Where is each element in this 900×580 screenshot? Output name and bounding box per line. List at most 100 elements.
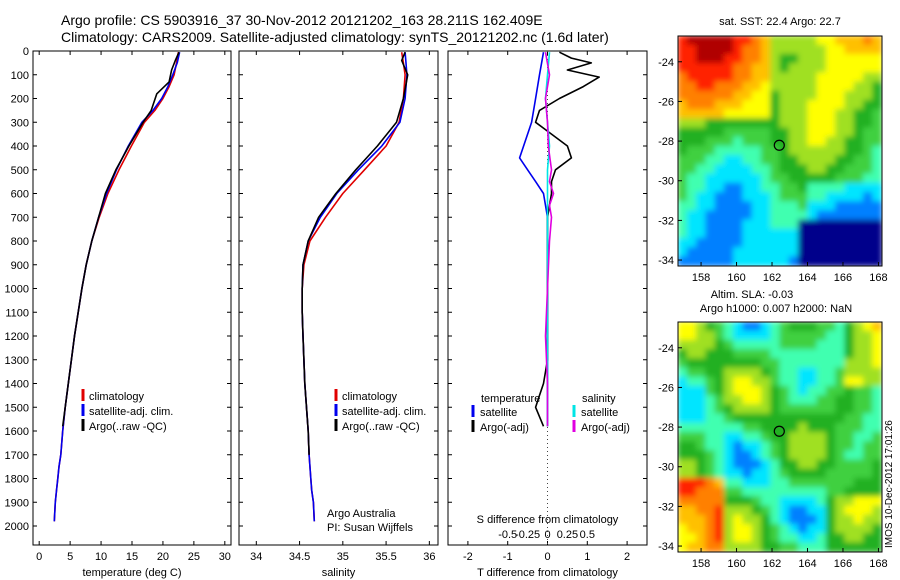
x-tick-label: 166 [834, 558, 852, 570]
legend-label: satellite-adj. clim. [89, 406, 173, 418]
y-tick-label: 400 [11, 141, 29, 153]
y-tick-label: 1200 [5, 331, 29, 343]
sst-map-frame [677, 35, 883, 267]
x-tick-label: 25 [188, 551, 200, 563]
sst-map-panel: 158 160 162 164 166 168 -24 -26 -28 -30 -32 -34 sat.… [658, 16, 888, 284]
x-tick-label: 166 [834, 272, 852, 284]
x-tick-label: 162 [763, 558, 781, 570]
legend-title-salinity: salinity [582, 393, 616, 405]
legend-title-temperature: temperature [481, 393, 540, 405]
imos-timestamp: IMOS 10-Dec-2012 17:01:26 [884, 420, 895, 548]
top-tick-label: -0.5 [498, 529, 517, 541]
top-tick-label: 0.25 [557, 529, 578, 541]
legend-label: climatology [342, 391, 398, 403]
y-tick-label: -28 [658, 136, 674, 148]
x-tick-label: 162 [763, 272, 781, 284]
figure-title-line2: Climatology: CARS2009. Satellite-adjuste… [61, 29, 609, 45]
x-tick-label: -2 [463, 551, 473, 563]
x-tick-label: 2 [624, 551, 630, 563]
top-tick-label: -0.25 [515, 529, 540, 541]
sla-map-subtitle: Argo h1000: 0.007 h2000: NaN [700, 303, 852, 315]
difference-panel: -2 -1 0 1 2 T difference from climatology S di… [447, 50, 648, 579]
y-tick-label: 900 [11, 260, 29, 272]
y-tick-label: 2000 [5, 521, 29, 533]
y-tick-label: 1300 [5, 355, 29, 367]
y-tick-label: -26 [658, 382, 674, 394]
difference-xlabel: T difference from climatology [477, 567, 618, 579]
y-tick-label: -32 [658, 215, 674, 227]
sst-map-title: sat. SST: 22.4 Argo: 22.7 [719, 16, 841, 28]
salinity-panel: 34 34.5 35 35.5 36 salinity climatology satelli… [238, 50, 439, 579]
argo-position-marker [773, 139, 785, 151]
y-tick-label: 1600 [5, 426, 29, 438]
salinity-frame [238, 50, 439, 546]
sla-map-title: Altim. SLA: -0.03 [711, 289, 794, 301]
x-tick-label: 20 [157, 551, 169, 563]
temperature-panel: 0100200300400500600700800900100011001200… [5, 46, 232, 579]
y-tick-label: -24 [658, 343, 674, 355]
y-tick-label: -34 [658, 255, 674, 267]
x-tick-label: 5 [67, 551, 73, 563]
x-tick-label: 10 [95, 551, 107, 563]
legend-label: satellite [581, 407, 618, 419]
temperature-xlabel: temperature (deg C) [82, 567, 181, 579]
y-tick-label: -30 [658, 462, 674, 474]
x-tick-label: -1 [503, 551, 513, 563]
y-tick-label: -30 [658, 176, 674, 188]
argo-position-marker [773, 425, 785, 437]
y-tick-label: 1000 [5, 284, 29, 296]
y-tick-label: 300 [11, 117, 29, 129]
salinity-xlabel: salinity [322, 567, 356, 579]
sla-map-field [678, 322, 882, 552]
difference-xlabel-top: S difference from climatology [477, 514, 619, 526]
x-tick-label: 36 [423, 551, 435, 563]
salinity-series-argo-raw-qc- [301, 51, 409, 455]
pi-annotation: Argo Australia [327, 508, 396, 520]
x-tick-label: 164 [798, 558, 816, 570]
x-tick-label: 34 [250, 551, 262, 563]
y-tick-label: 500 [11, 165, 29, 177]
difference-series-temperature-argo-adj- [534, 51, 601, 427]
x-tick-label: 34.5 [289, 551, 310, 563]
x-tick-label: 15 [126, 551, 138, 563]
y-tick-label: 1400 [5, 379, 29, 391]
sst-map-field [678, 36, 882, 266]
legend-label: satellite [480, 407, 517, 419]
x-tick-label: 168 [869, 558, 887, 570]
x-tick-label: 0 [544, 551, 550, 563]
legend-label: Argo(..raw -QC) [89, 421, 167, 433]
sla-map-frame [677, 321, 883, 553]
y-tick-label: 700 [11, 212, 29, 224]
x-tick-label: 168 [869, 272, 887, 284]
y-tick-label: -32 [658, 501, 674, 513]
temperature-series-argo-raw-qc- [61, 51, 180, 427]
y-tick-label: -28 [658, 422, 674, 434]
x-tick-label: 158 [692, 558, 710, 570]
y-tick-label: 1900 [5, 497, 29, 509]
y-tick-label: 200 [11, 94, 29, 106]
legend-label: Argo(-adj) [480, 422, 529, 434]
y-tick-label: 600 [11, 189, 29, 201]
y-tick-label: -24 [658, 57, 674, 69]
y-tick-label: 1800 [5, 474, 29, 486]
top-tick-label: 0 [544, 529, 550, 541]
difference-series-salinity-argo-adj- [544, 52, 555, 427]
x-tick-label: 30 [219, 551, 231, 563]
temperature-series-satellite-adj-clim- [53, 52, 181, 522]
y-tick-label: 1100 [5, 307, 29, 319]
legend-label: Argo(-adj) [581, 422, 630, 434]
y-tick-label: 1500 [5, 402, 29, 414]
x-tick-label: 1 [584, 551, 590, 563]
x-tick-label: 160 [727, 558, 745, 570]
salinity-series-climatology [301, 52, 406, 522]
y-tick-label: -26 [658, 96, 674, 108]
x-tick-label: 0 [36, 551, 42, 563]
salinity-series-satellite-adj-clim- [301, 52, 408, 522]
figure-title-line1: Argo profile: CS 5903916_37 30-Nov-2012 … [61, 12, 543, 28]
temperature-series-climatology [53, 52, 180, 522]
pi-annotation: PI: Susan Wijffels [327, 522, 413, 534]
sla-map-panel: 158 160 162 164 166 168 -24 -26 -28 -30 -32 -34 Alti… [658, 289, 888, 570]
y-tick-label: 1700 [5, 450, 29, 462]
